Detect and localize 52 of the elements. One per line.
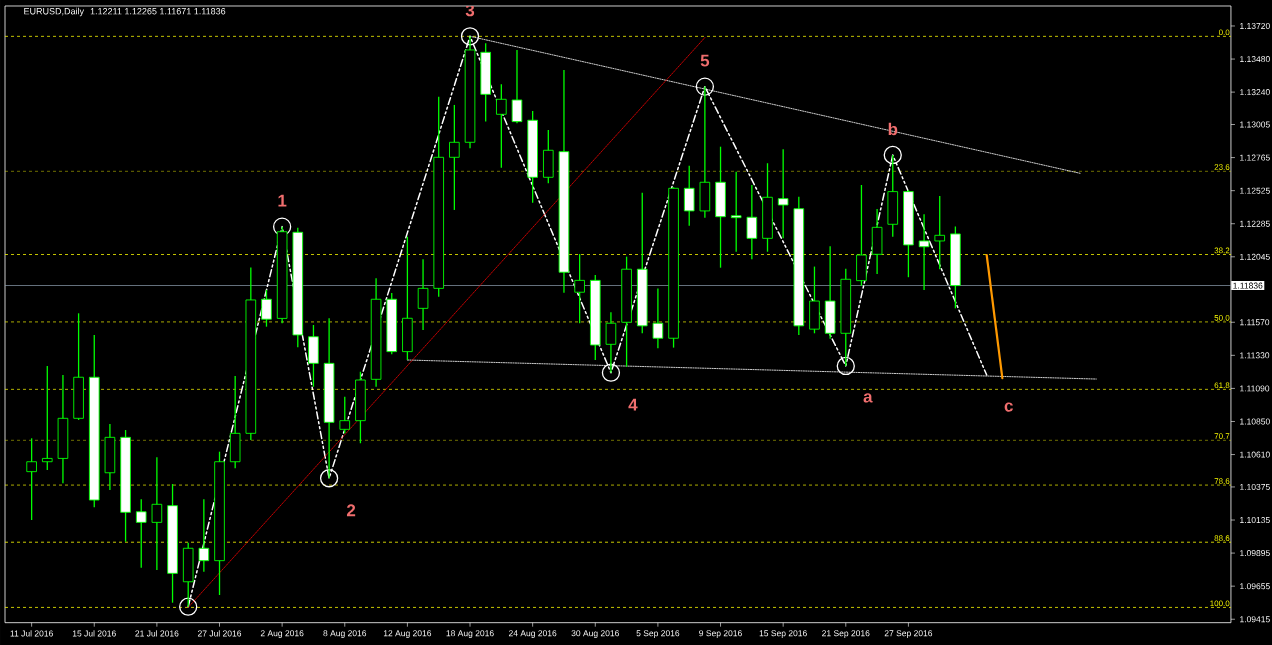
y-tick-label: 1.12285 xyxy=(1240,220,1270,227)
y-tick-label: 1.13005 xyxy=(1240,121,1270,128)
annotation: 88.6 xyxy=(1214,535,1230,542)
x-tick-label: 27 Jul 2016 xyxy=(197,630,242,637)
annotation: 38.2 xyxy=(1214,247,1230,254)
x-tick-label: 15 Sep 2016 xyxy=(759,630,807,638)
y-tick-label: 1.12765 xyxy=(1240,154,1270,161)
x-tick-label: 24 Aug 2016 xyxy=(508,630,557,638)
y-tick-label: 1.10135 xyxy=(1240,517,1270,524)
annotation: c xyxy=(1004,402,1013,412)
annotation: b xyxy=(888,122,898,136)
ref-line-label: 1.11836 xyxy=(1233,282,1263,289)
annotation: 70.7 xyxy=(1214,433,1230,439)
x-tick-label: 15 Jul 2016 xyxy=(72,630,116,637)
annotation: 100.0 xyxy=(1210,600,1230,607)
y-tick-label: 1.12525 xyxy=(1240,187,1270,194)
y-tick-label: 1.10850 xyxy=(1240,418,1270,425)
x-tick-label: 21 Sep 2016 xyxy=(822,630,870,638)
x-tick-label: 18 Aug 2016 xyxy=(446,630,494,638)
x-tick-label: 5 Sep 2016 xyxy=(636,630,680,638)
annotation: 4 xyxy=(628,398,638,411)
annotation: 50.0 xyxy=(1214,314,1230,321)
annotation: 5 xyxy=(700,54,710,67)
annotation: a xyxy=(863,393,873,403)
y-tick-label: 1.13720 xyxy=(1240,22,1270,29)
y-tick-label: 1.09895 xyxy=(1240,550,1270,557)
x-tick-label: 27 Sep 2016 xyxy=(884,630,933,638)
y-tick-label: 1.13240 xyxy=(1240,89,1270,96)
y-tick-label: 1.12045 xyxy=(1240,253,1270,260)
y-tick-label: 1.11330 xyxy=(1240,352,1270,359)
x-tick-label: 9 Sep 2016 xyxy=(699,630,742,638)
x-tick-label: 2 Aug 2016 xyxy=(260,630,304,638)
annotation: 23.6 xyxy=(1214,164,1230,170)
annotation: 61.8 xyxy=(1214,382,1230,389)
annotation: 0.0 xyxy=(1218,29,1230,36)
annotation: 78.6 xyxy=(1214,478,1230,484)
y-tick-label: 1.11090 xyxy=(1240,385,1270,392)
x-tick-label: 8 Aug 2016 xyxy=(323,630,367,638)
chart-subtitle: 1.12211 1.12265 1.11671 1.11836 xyxy=(90,8,226,15)
annotation: 1 xyxy=(278,194,287,207)
y-tick-label: 1.10375 xyxy=(1240,483,1270,490)
x-tick-label: 12 Aug 2016 xyxy=(383,630,432,638)
y-tick-label: 1.09415 xyxy=(1240,616,1270,623)
x-tick-label: 11 Jul 2016 xyxy=(10,630,53,637)
y-tick-label: 1.10610 xyxy=(1240,451,1270,458)
y-tick-label: 1.09655 xyxy=(1240,583,1270,590)
x-tick-label: 21 Jul 2016 xyxy=(135,630,179,637)
annotation: 2 xyxy=(346,504,356,517)
y-tick-label: 1.13480 xyxy=(1240,56,1270,63)
y-tick-label: 1.11570 xyxy=(1240,319,1270,326)
chart-title: EURUSD,Daily xyxy=(24,7,85,17)
x-tick-label: 30 Aug 2016 xyxy=(571,630,619,638)
